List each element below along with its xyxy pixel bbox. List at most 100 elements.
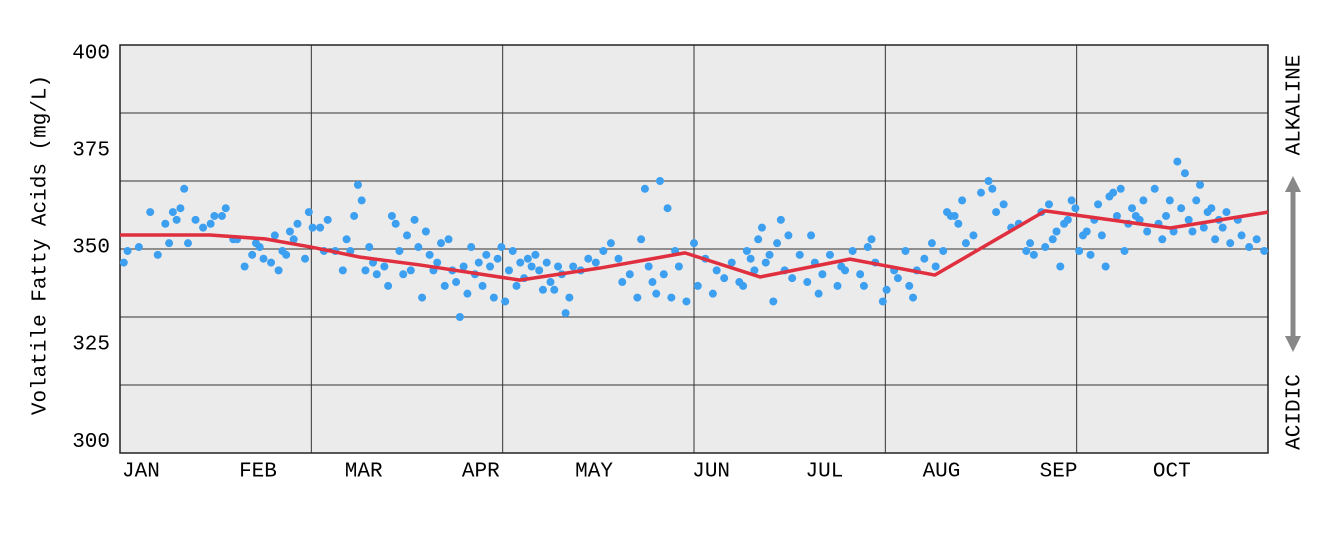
data-point [712,266,721,275]
data-point [1162,211,1171,220]
data-point [1097,231,1106,240]
data-point [338,266,347,275]
data-point [293,219,302,228]
data-point [1056,262,1065,271]
data-point [674,262,683,271]
data-point [440,281,449,290]
data-point [361,266,370,275]
data-point [848,246,857,255]
data-point [878,297,887,306]
data-point [210,211,219,220]
data-point [746,254,755,263]
data-point [1177,204,1186,213]
data-point [1082,227,1091,236]
data-point [931,262,940,271]
data-point [591,258,600,267]
data-point [206,219,215,228]
data-point [1044,200,1053,209]
x-tick-label: JUL [806,461,844,484]
data-point [606,239,615,248]
data-point [1245,243,1254,252]
data-point [648,278,657,287]
data-point [1075,246,1084,255]
data-point [1180,169,1189,178]
data-point [954,219,963,228]
data-point [508,246,517,255]
data-point [682,297,691,306]
data-point [961,239,970,248]
data-point [693,281,702,290]
data-point [757,223,766,232]
y-tick-label: 400 [72,42,110,65]
data-point [538,285,547,294]
data-point [984,177,993,185]
data-point [659,270,668,279]
direction-arrow [1285,176,1301,352]
data-point [1109,188,1118,197]
data-point [478,281,487,290]
data-point [418,293,427,302]
data-point [501,297,510,306]
data-point [474,258,483,267]
data-point [217,211,226,220]
data-point [550,285,559,294]
data-point [1196,180,1205,189]
data-point [856,270,865,279]
data-point [546,278,555,287]
data-point [172,215,181,224]
data-point [221,204,230,213]
data-point [1086,250,1095,259]
data-point [614,254,623,263]
data-point [134,243,143,252]
y-tick-label: 300 [72,431,110,454]
data-point [599,246,608,255]
data-point [795,250,804,259]
data-point [640,184,649,193]
data-point [554,262,563,271]
data-point [240,262,249,271]
data-point [656,177,665,185]
data-point [727,258,736,267]
data-point [833,281,842,290]
data-point [1222,208,1231,217]
data-point [1237,231,1246,240]
data-point [561,309,570,318]
x-tick-label: APR [462,461,500,484]
data-point [304,208,313,217]
data-point [1199,223,1208,232]
data-point [803,278,812,287]
data-point [165,239,174,248]
data-point [380,262,389,271]
data-point [761,258,770,267]
data-point [463,289,472,298]
data-point [901,246,910,255]
data-point [482,250,491,259]
data-point [909,293,918,302]
data-point [637,235,646,244]
data-point [489,293,498,302]
data-point [531,250,540,259]
data-point [255,243,264,252]
data-point [289,235,298,244]
data-point [1120,246,1129,255]
data-point [527,262,536,271]
data-point [365,243,374,252]
data-point [259,254,268,263]
data-point [739,281,748,290]
data-point [720,274,729,283]
data-point [776,215,785,224]
data-point [433,258,442,267]
data-point [1041,243,1050,252]
data-point [316,223,325,232]
x-tick-label: SEP [1040,461,1078,484]
x-tick-label: JAN [122,461,160,484]
data-point [1139,196,1148,205]
data-point [535,266,544,275]
data-point [372,270,381,279]
data-point [153,250,162,259]
data-point [493,254,502,263]
data-point [841,266,850,275]
data-point [444,235,453,244]
data-point [384,281,393,290]
data-point [950,211,959,220]
